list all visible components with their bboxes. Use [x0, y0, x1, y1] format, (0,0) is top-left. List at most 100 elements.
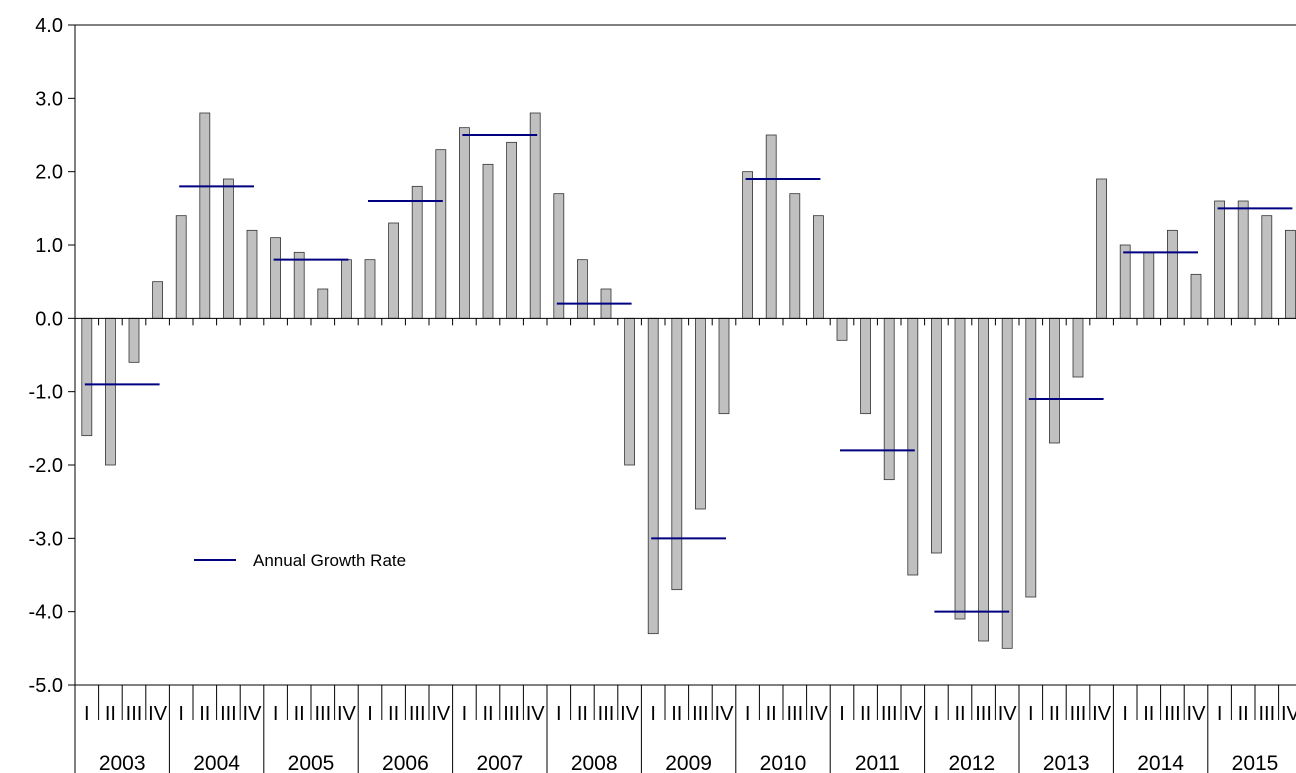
y-tick-label: 2.0	[35, 162, 63, 184]
bar-q20	[529, 112, 541, 319]
year-label: 2005	[288, 752, 335, 773]
bar-q17	[458, 127, 470, 319]
quarter-label: II	[577, 703, 588, 725]
y-tick-label: 0.0	[35, 308, 63, 330]
bar-q5	[175, 215, 187, 319]
bar-q51	[1261, 215, 1273, 319]
y-tick-label: -1.0	[29, 382, 63, 404]
quarter-label: IV	[1092, 703, 1112, 725]
bar-q28	[718, 317, 730, 415]
legend-label: Annual Growth Rate	[253, 551, 406, 570]
bar-q16	[435, 149, 447, 319]
y-tick-label: 3.0	[35, 88, 63, 110]
quarter-label: II	[105, 703, 116, 725]
quarter-label: II	[860, 703, 871, 725]
bar-q11	[317, 288, 329, 319]
quarter-label: I	[84, 703, 90, 725]
quarter-label: III	[220, 703, 237, 725]
quarter-label: II	[1238, 703, 1249, 725]
y-tick-label: 1.0	[35, 235, 63, 257]
bar-q18	[482, 163, 494, 319]
quarter-label: IV	[337, 703, 357, 725]
quarter-label: III	[1258, 703, 1275, 725]
quarter-label: I	[1122, 703, 1128, 725]
year-label: 2004	[193, 752, 240, 773]
quarter-label: I	[650, 703, 656, 725]
bar-q27	[695, 317, 706, 510]
bar-q12	[340, 259, 352, 319]
quarter-label: III	[786, 703, 803, 725]
quarter-label: IV	[1187, 703, 1207, 725]
bar-q8	[246, 229, 258, 319]
bar-q30	[765, 134, 777, 319]
quarter-label: I	[178, 703, 184, 725]
bar-q9	[270, 237, 282, 319]
year-label: 2009	[665, 752, 712, 773]
quarter-label: II	[1049, 703, 1060, 725]
bar-q46	[1143, 251, 1155, 319]
bar-q44	[1096, 178, 1107, 319]
bar-q24	[624, 317, 635, 466]
y-tick-label: 4.0	[35, 15, 63, 37]
bar-q50	[1237, 200, 1249, 319]
bar-q40	[1001, 317, 1013, 649]
year-label: 2003	[99, 752, 146, 773]
y-tick-label: -3.0	[29, 528, 63, 550]
quarter-label: III	[881, 703, 898, 725]
bar-q10	[293, 251, 305, 319]
quarter-label: II	[388, 703, 399, 725]
quarter-label: I	[934, 703, 940, 725]
quarter-label: III	[692, 703, 709, 725]
quarter-label: IV	[715, 703, 735, 725]
y-tick-label: -4.0	[29, 602, 63, 624]
y-tick-label: -5.0	[29, 675, 63, 697]
bar-q29	[742, 171, 753, 319]
quarter-label: I	[556, 703, 562, 725]
bar-q2	[105, 317, 116, 466]
quarter-label: II	[671, 703, 682, 725]
bar-q33	[836, 317, 848, 341]
quarter-label: IV	[903, 703, 923, 725]
quarter-label: III	[1164, 703, 1181, 725]
quarter-label: IV	[526, 703, 546, 725]
quarter-label: IV	[148, 703, 168, 725]
bar-q25	[647, 317, 659, 635]
quarter-label: I	[367, 703, 373, 725]
year-label: 2006	[382, 752, 429, 773]
x-axis-labels: I II III IV I II III IV I II III IV I II III IV I II III IV…	[74, 685, 1296, 773]
quarter-label: IV	[809, 703, 829, 725]
bar-q39	[978, 317, 989, 642]
quarter-label: I	[273, 703, 279, 725]
quarter-label: IV	[620, 703, 640, 725]
year-label: 2012	[948, 752, 995, 773]
bar-q4	[152, 281, 164, 319]
quarter-label: IV	[243, 703, 263, 725]
quarter-label: I	[745, 703, 751, 725]
bar-q34	[860, 317, 871, 415]
quarter-label: I	[462, 703, 468, 725]
quarter-label: II	[954, 703, 965, 725]
bar-q26	[671, 317, 683, 591]
bar-q21	[553, 193, 565, 319]
y-tick-labels: -5.0 -4.0 -3.0 -2.0 -1.0 0.0 1.0 2.0 3.0 4.0	[29, 15, 63, 697]
quarter-label: IV	[1281, 703, 1296, 725]
bar-q49	[1214, 200, 1225, 319]
bar-q38	[954, 317, 966, 620]
quarter-label: I	[1028, 703, 1034, 725]
quarter-label: III	[503, 703, 520, 725]
bar-q3	[128, 317, 140, 363]
quarterly-bars	[81, 112, 1296, 649]
bar-q19	[506, 141, 518, 319]
annual-growth-segments	[84, 134, 1293, 613]
bar-q35	[883, 317, 895, 481]
bar-q13	[364, 259, 376, 319]
year-label: 2007	[476, 752, 523, 773]
bar-q47	[1167, 229, 1178, 319]
quarter-label: IV	[998, 703, 1018, 725]
y-tick-label: -2.0	[29, 455, 63, 477]
year-label: 2013	[1043, 752, 1090, 773]
quarter-label: I	[1217, 703, 1223, 725]
bar-q52	[1285, 229, 1296, 319]
bar-q32	[813, 215, 824, 319]
